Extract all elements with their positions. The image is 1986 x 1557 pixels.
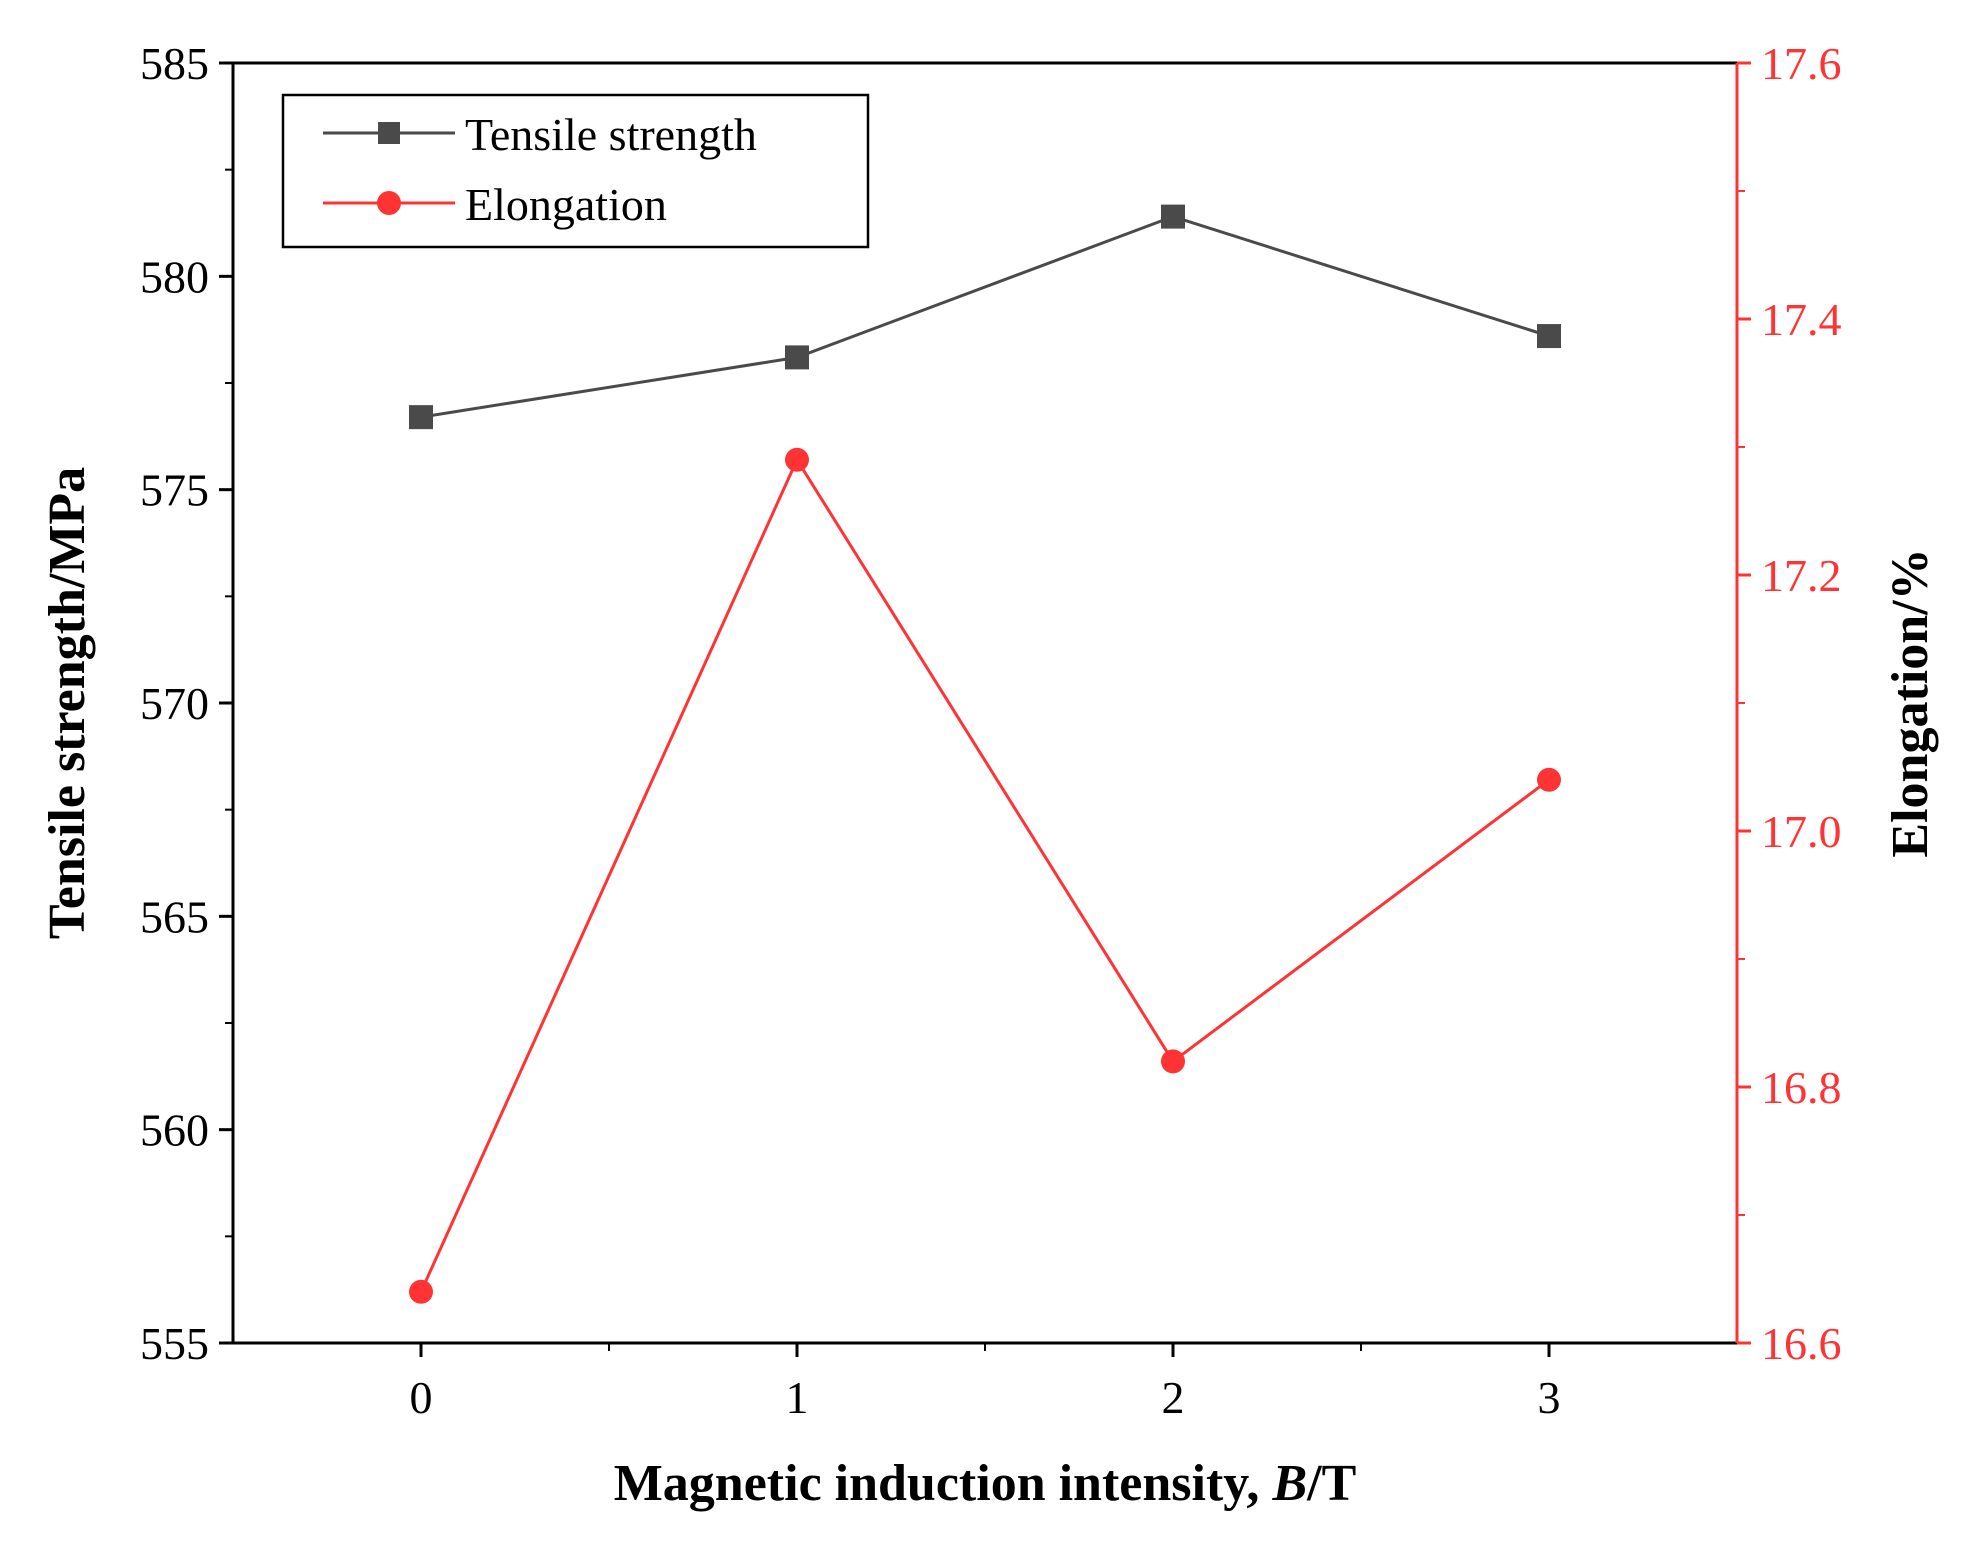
left-tick-label: 570 (140, 678, 209, 729)
legend-elongation-marker-icon (377, 191, 401, 215)
left-tick-label: 555 (140, 1318, 209, 1369)
elongation-point (409, 1279, 433, 1304)
x-tick-label: 0 (410, 1372, 433, 1423)
right-y-axis-title: Elongation/% (1882, 548, 1939, 857)
x-tick-label: 2 (1162, 1372, 1185, 1423)
tensile-strength-point (1161, 204, 1185, 229)
right-tick-label: 16.8 (1761, 1062, 1842, 1113)
legend-tensile-marker-icon (378, 122, 400, 144)
right-y-ticks: 16.6 16.8 17.0 17.2 17.4 17.6 (1737, 38, 1842, 1369)
elongation-point (785, 447, 809, 472)
tensile-strength-point (409, 405, 433, 430)
left-tick-label: 585 (140, 38, 209, 89)
left-y-axis-title: Tensile strength/MPa (39, 467, 96, 939)
right-tick-label: 17.0 (1761, 806, 1842, 857)
right-tick-label: 17.2 (1761, 550, 1842, 601)
left-tick-label: 565 (140, 891, 209, 942)
right-tick-label: 16.6 (1761, 1318, 1842, 1369)
legend: Tensile strength Elongation (281, 93, 870, 249)
elongation-point (1161, 1049, 1185, 1074)
right-tick-label: 17.6 (1761, 38, 1842, 89)
left-tick-label: 560 (140, 1105, 209, 1156)
x-axis-title: Magnetic induction intensity, B/T (614, 1455, 1357, 1512)
right-tick-label: 17.4 (1761, 294, 1842, 345)
legend-elongation-label: Elongation (465, 179, 667, 230)
legend-tensile-label: Tensile strength (465, 109, 757, 160)
x-tick-label: 3 (1538, 1372, 1561, 1423)
tensile-strength-point (1537, 324, 1561, 349)
left-tick-label: 575 (140, 465, 209, 516)
left-tick-label: 580 (140, 251, 209, 302)
x-tick-label: 1 (786, 1372, 809, 1423)
left-y-ticks: 555 560 565 570 575 580 585 (140, 38, 233, 1369)
tensile-strength-series-line (420, 215, 1550, 419)
tensile-strength-point (785, 345, 809, 370)
legend-box (281, 93, 870, 249)
series-layer (409, 204, 1561, 1304)
elongation-series-line (419, 456, 1550, 1293)
elongation-point (1537, 767, 1561, 792)
x-ticks: 0 1 2 3 (410, 1343, 1561, 1423)
